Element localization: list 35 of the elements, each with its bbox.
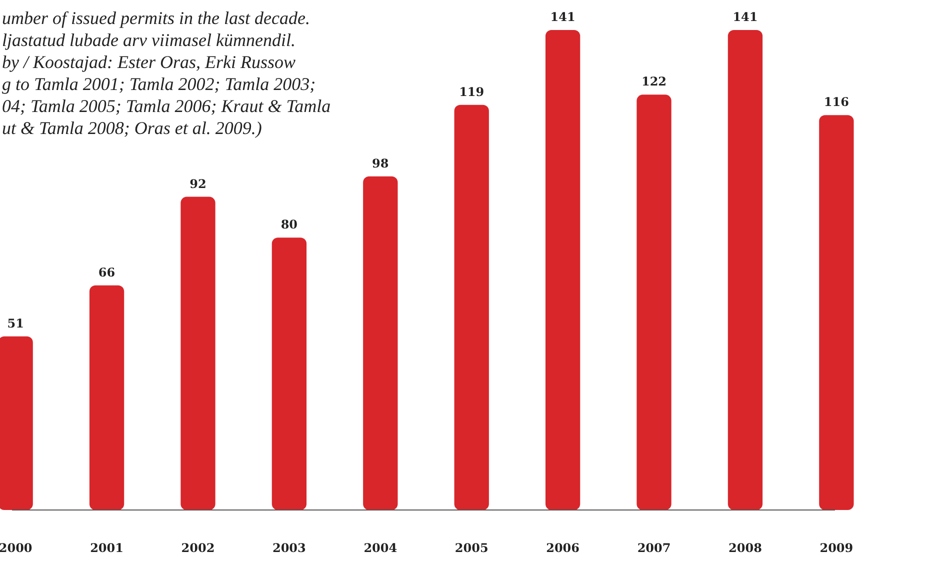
bar <box>819 115 854 510</box>
data-label: 122 <box>641 74 667 89</box>
annotation: 04; Tamla 2005; Tamla 2006; Kraut & Tamla <box>2 96 331 116</box>
x-tick-label: 2006 <box>546 541 580 555</box>
annotation: by / Koostajad: Ester Oras, Erki Russow <box>2 52 296 72</box>
bar <box>89 285 124 510</box>
bar <box>272 238 307 510</box>
x-tick-label: 2003 <box>272 541 306 555</box>
bar <box>454 104 489 510</box>
annotation: ljastatud lubade arv viimasel kümnendil. <box>2 30 296 50</box>
x-tick-label: 2000 <box>0 541 32 555</box>
x-tick-label: 2008 <box>728 541 762 555</box>
bar <box>545 30 580 510</box>
data-label: 119 <box>459 84 484 99</box>
x-tick-label: 2001 <box>90 541 124 555</box>
bar <box>363 176 398 510</box>
bar <box>728 30 763 510</box>
data-label: 66 <box>98 265 116 280</box>
data-label: 116 <box>824 95 849 110</box>
x-tick-label: 2009 <box>820 541 854 555</box>
data-label: 51 <box>7 316 24 330</box>
bar <box>636 94 672 510</box>
text: umber of issued permits in the last decade. <box>2 8 310 28</box>
x-tick-label: 2004 <box>364 541 398 555</box>
annotation: g to Tamla 2001; Tamla 2002; Tamla 2003; <box>2 74 316 94</box>
data-label: 141 <box>732 10 758 24</box>
x-tick-label: 2002 <box>181 541 215 555</box>
data-label: 141 <box>550 10 576 24</box>
bar <box>180 196 216 510</box>
data-label: 80 <box>280 218 298 232</box>
x-tick-label: 2005 <box>454 541 488 555</box>
data-label: 92 <box>190 176 206 191</box>
data-label: 98 <box>372 156 389 170</box>
annotation: ut & Tamla 2008; Oras et al. 2009.) <box>2 118 262 138</box>
x-tick-label: 2007 <box>637 541 671 555</box>
